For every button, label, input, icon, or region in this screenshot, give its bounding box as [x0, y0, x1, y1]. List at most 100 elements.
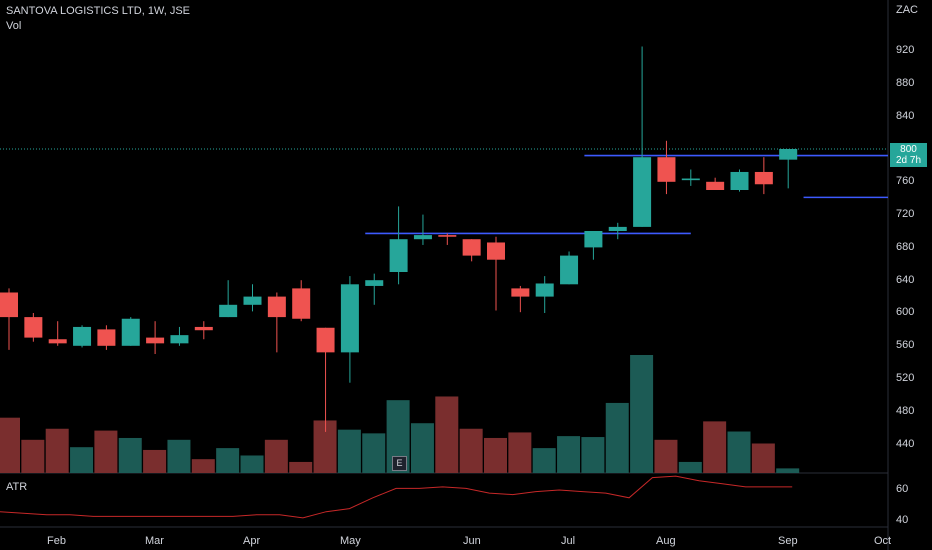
time-tick: May — [340, 535, 361, 547]
volume-bar — [0, 417, 20, 473]
price-tick: 840 — [896, 110, 915, 122]
volume-bar — [751, 443, 775, 473]
price-tick: 760 — [896, 175, 915, 187]
volume-bar — [678, 461, 702, 473]
time-tick: Jun — [463, 535, 481, 547]
volume-bar — [94, 430, 118, 473]
candle-body — [194, 326, 213, 331]
time-tick: Sep — [778, 535, 798, 547]
time-tick: Aug — [656, 535, 676, 547]
candle-body — [633, 157, 652, 227]
price-tick: 480 — [896, 405, 915, 417]
candle-body — [292, 288, 311, 319]
volume-bar — [313, 420, 337, 473]
time-tick: Jul — [561, 535, 576, 547]
volume-bar — [459, 428, 483, 473]
price-tick: 560 — [896, 339, 915, 351]
candle-body — [681, 178, 700, 181]
volume-bar — [289, 461, 313, 473]
price-tick: 520 — [896, 372, 915, 384]
price-tick: 440 — [896, 438, 915, 450]
volume-bar — [337, 429, 361, 473]
price-tick: 920 — [896, 44, 915, 56]
volume-bar — [240, 455, 264, 473]
volume-bar — [386, 400, 410, 473]
candle-body — [584, 231, 603, 248]
volume-bar — [362, 433, 386, 473]
candle-body — [340, 284, 359, 353]
atr-indicator — [0, 475, 793, 519]
volume-bar — [508, 432, 532, 473]
time-tick: Feb — [47, 535, 66, 547]
candle-body — [243, 296, 262, 305]
currency-label[interactable]: ZAC — [896, 4, 918, 16]
candle-body — [170, 335, 189, 344]
candle-body — [389, 239, 408, 272]
time-tick: Oct — [874, 535, 892, 547]
volume-bar — [484, 437, 507, 473]
volume-bar — [167, 439, 191, 473]
level-lines — [365, 154, 888, 235]
time-tick: Apr — [243, 535, 261, 547]
candle-body — [608, 226, 627, 231]
atr-tick: 60 — [896, 483, 909, 495]
earnings-event-badge[interactable]: E — [392, 456, 407, 471]
volume-bar — [21, 439, 45, 473]
candle-body — [365, 280, 384, 286]
atr-legend[interactable]: ATR — [6, 481, 28, 493]
price-tick: 680 — [896, 241, 915, 253]
candle-body — [219, 304, 238, 318]
volume-bar — [605, 402, 629, 473]
volume-bar — [118, 437, 142, 473]
candle-body — [730, 171, 749, 190]
volume-bar — [143, 449, 167, 473]
atr-line — [0, 475, 793, 519]
candle-body — [121, 318, 140, 346]
volume-bar — [581, 437, 605, 473]
candle-body — [97, 329, 116, 346]
volume-bar — [557, 436, 581, 473]
volume-bar — [776, 468, 800, 473]
price-tick: 880 — [896, 77, 915, 89]
candle-body — [487, 242, 505, 260]
volume-bar — [191, 459, 215, 473]
candle-body — [511, 288, 530, 297]
candle-body — [438, 235, 457, 237]
candle-body — [657, 157, 676, 182]
time-tick: Mar — [145, 535, 164, 547]
volume-bar — [410, 423, 434, 473]
last-price-value: 800 — [900, 144, 917, 155]
candle-body — [413, 235, 432, 240]
candle-body — [560, 255, 579, 285]
candle-body — [754, 171, 773, 185]
candle-body — [48, 339, 67, 344]
price-tick: 600 — [896, 306, 915, 318]
volume-bar — [435, 396, 459, 473]
volume-bar — [630, 355, 654, 473]
atr-tick: 40 — [896, 514, 909, 526]
volume-bar — [532, 448, 556, 473]
volume-bar — [703, 421, 727, 473]
candle-body — [146, 337, 165, 344]
bar-countdown: 2d 7h — [895, 155, 922, 166]
volume-bars — [0, 355, 800, 473]
candle-body — [316, 327, 335, 353]
volume-legend[interactable]: Vol — [6, 20, 22, 32]
candle-body — [267, 296, 286, 318]
last-price-tag: 800 2d 7h — [890, 143, 927, 167]
price-tick: 720 — [896, 208, 915, 220]
candle-body — [24, 317, 43, 338]
volume-bar — [45, 428, 69, 473]
volume-bar — [654, 439, 678, 473]
candle-body — [535, 283, 554, 297]
volume-bar — [264, 439, 288, 473]
candle-body — [706, 181, 725, 190]
candle-body — [0, 292, 18, 318]
price-tick: 640 — [896, 274, 915, 286]
symbol-title[interactable]: SANTOVA LOGISTICS LTD, 1W, JSE — [6, 5, 190, 17]
candle-body — [73, 326, 92, 346]
candles — [0, 46, 798, 432]
volume-bar — [216, 448, 240, 473]
candle-body — [462, 239, 481, 256]
